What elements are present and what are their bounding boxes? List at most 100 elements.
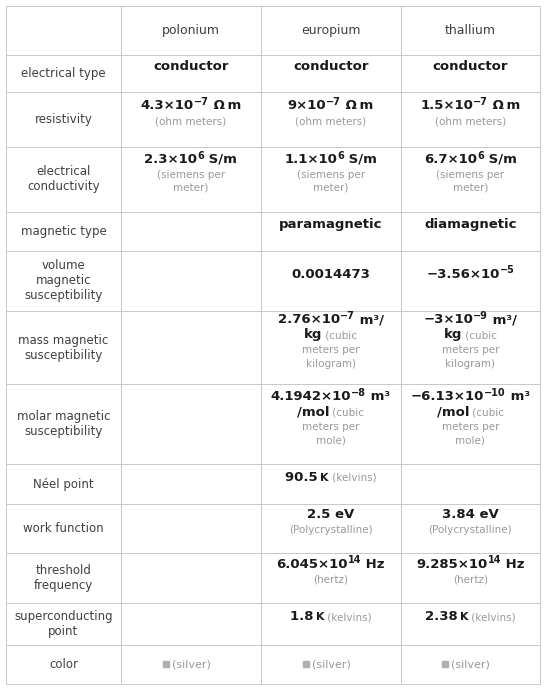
- Text: (siemens per: (siemens per: [157, 169, 225, 180]
- Text: K: K: [316, 612, 324, 623]
- Text: electrical
conductivity: electrical conductivity: [27, 165, 100, 193]
- Text: K: K: [321, 473, 329, 482]
- Text: conductor: conductor: [432, 59, 508, 73]
- Text: mass magnetic
susceptibility: mass magnetic susceptibility: [18, 334, 109, 361]
- Text: 0.0014473: 0.0014473: [291, 267, 370, 281]
- Text: (silver): (silver): [172, 659, 211, 670]
- Text: 2.76×10: 2.76×10: [278, 313, 340, 326]
- Text: diamagnetic: diamagnetic: [424, 218, 517, 231]
- Text: thallium: thallium: [445, 24, 496, 37]
- Bar: [163, 661, 169, 668]
- Text: 9.285×10: 9.285×10: [416, 558, 488, 571]
- Text: −3×10: −3×10: [424, 313, 473, 326]
- Text: 6: 6: [477, 151, 484, 160]
- Text: −7: −7: [340, 311, 355, 321]
- Text: (cubic: (cubic: [462, 330, 497, 341]
- Bar: [302, 661, 308, 668]
- Text: −3.56×10: −3.56×10: [426, 267, 500, 281]
- Text: m³/: m³/: [488, 313, 517, 326]
- Text: S/m: S/m: [204, 153, 237, 166]
- Text: Néel point: Néel point: [33, 477, 94, 491]
- Text: conductor: conductor: [293, 59, 369, 73]
- Text: (silver): (silver): [452, 659, 490, 670]
- Text: (cubic: (cubic: [469, 407, 504, 417]
- Text: Ω m: Ω m: [209, 100, 241, 112]
- Text: 2.3×10: 2.3×10: [145, 153, 198, 166]
- Text: threshold
frequency: threshold frequency: [34, 564, 93, 591]
- Text: 6.7×10: 6.7×10: [424, 153, 477, 166]
- Text: kilogram): kilogram): [306, 359, 355, 368]
- Text: 4.1942×10: 4.1942×10: [271, 390, 352, 403]
- Text: (ohm meters): (ohm meters): [295, 116, 366, 126]
- Text: meters per: meters per: [302, 346, 359, 355]
- Text: −8: −8: [352, 388, 366, 397]
- Text: meter): meter): [173, 183, 209, 193]
- Text: Hz: Hz: [501, 558, 525, 571]
- Text: 9×10: 9×10: [288, 100, 327, 112]
- Text: (ohm meters): (ohm meters): [435, 116, 506, 126]
- Text: meter): meter): [453, 183, 488, 193]
- Text: (kelvins): (kelvins): [329, 473, 376, 482]
- Text: superconducting
point: superconducting point: [14, 610, 112, 638]
- Text: (Polycrystalline): (Polycrystalline): [429, 525, 512, 535]
- Text: /mol: /mol: [437, 405, 469, 418]
- Text: Ω m: Ω m: [341, 100, 373, 112]
- Text: paramagnetic: paramagnetic: [279, 218, 382, 231]
- Text: electrical type: electrical type: [21, 67, 106, 79]
- Bar: [442, 661, 448, 668]
- Text: 1.8: 1.8: [289, 610, 316, 623]
- Text: (hertz): (hertz): [313, 574, 348, 585]
- Text: volume
magnetic
susceptibility: volume magnetic susceptibility: [24, 260, 103, 303]
- Text: (silver): (silver): [312, 659, 351, 670]
- Text: meter): meter): [313, 183, 348, 193]
- Text: m³: m³: [366, 390, 390, 403]
- Text: m³: m³: [506, 390, 530, 403]
- Text: (Polycrystalline): (Polycrystalline): [289, 525, 372, 535]
- Text: 3.84 eV: 3.84 eV: [442, 508, 498, 521]
- Text: −7: −7: [473, 97, 488, 107]
- Text: meters per: meters per: [442, 422, 499, 432]
- Text: conductor: conductor: [153, 59, 229, 73]
- Text: meters per: meters per: [302, 422, 359, 432]
- Text: resistivity: resistivity: [34, 113, 92, 126]
- Text: K: K: [460, 612, 468, 623]
- Text: −6.13×10: −6.13×10: [411, 390, 484, 403]
- Text: (ohm meters): (ohm meters): [155, 116, 227, 126]
- Text: kilogram): kilogram): [446, 359, 495, 368]
- Text: mole): mole): [316, 435, 346, 446]
- Text: −10: −10: [484, 388, 506, 397]
- Text: magnetic type: magnetic type: [21, 225, 106, 238]
- Text: Hz: Hz: [361, 558, 385, 571]
- Text: 2.5 eV: 2.5 eV: [307, 508, 354, 521]
- Text: molar magnetic
susceptibility: molar magnetic susceptibility: [17, 410, 110, 438]
- Text: −7: −7: [194, 97, 209, 107]
- Text: Ω m: Ω m: [488, 100, 520, 112]
- Text: 14: 14: [348, 556, 361, 565]
- Text: work function: work function: [23, 522, 104, 535]
- Text: (siemens per: (siemens per: [436, 169, 505, 180]
- Text: kg: kg: [444, 328, 462, 341]
- Text: polonium: polonium: [162, 24, 219, 37]
- Text: 14: 14: [488, 556, 501, 565]
- Text: 90.5: 90.5: [285, 471, 321, 484]
- Text: 6: 6: [198, 151, 204, 160]
- Text: 2.38: 2.38: [425, 610, 460, 623]
- Text: S/m: S/m: [344, 153, 377, 166]
- Text: (cubic: (cubic: [329, 407, 364, 417]
- Text: color: color: [49, 658, 78, 671]
- Text: mole): mole): [455, 435, 485, 446]
- Text: meters per: meters per: [442, 346, 499, 355]
- Text: (siemens per: (siemens per: [296, 169, 365, 180]
- Text: −5: −5: [500, 265, 514, 275]
- Text: europium: europium: [301, 24, 360, 37]
- Text: −9: −9: [473, 311, 488, 321]
- Text: (hertz): (hertz): [453, 574, 488, 585]
- Text: 1.1×10: 1.1×10: [284, 153, 337, 166]
- Text: 6: 6: [337, 151, 344, 160]
- Text: (cubic: (cubic: [322, 330, 358, 341]
- Text: S/m: S/m: [484, 153, 517, 166]
- Text: (kelvins): (kelvins): [468, 612, 516, 623]
- Text: (kelvins): (kelvins): [324, 612, 372, 623]
- Text: m³/: m³/: [355, 313, 384, 326]
- Text: 1.5×10: 1.5×10: [420, 100, 473, 112]
